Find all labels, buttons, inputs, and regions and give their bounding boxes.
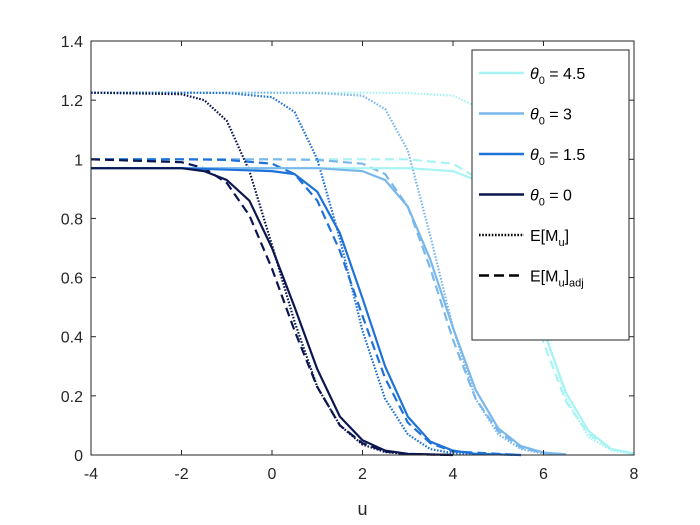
y-tick-label: 0.8 [61, 211, 83, 228]
series-line-theta-0-solid [91, 167, 454, 457]
legend-theta-symbol: θ [530, 107, 539, 124]
x-tick-label: 4 [449, 466, 458, 483]
y-tick-label: 0.4 [61, 330, 83, 347]
y-tick-label: 0.2 [61, 389, 83, 406]
x-tick-label: -2 [174, 466, 188, 483]
x-axis-ticks: -4 -2 0 2 4 6 8 [84, 41, 639, 483]
legend-theta-value: = 3 [545, 107, 572, 124]
y-tick-label: 0.6 [61, 271, 83, 288]
legend-theta-sub: 0 [539, 116, 545, 128]
legend-expectation-label: E[M [530, 269, 558, 286]
legend-label-4: E[Mu] [530, 228, 569, 249]
legend-theta-symbol: θ [530, 147, 539, 164]
legend-label-1: θ0 = 3 [530, 107, 572, 128]
legend-theta-sub: 0 [539, 197, 545, 209]
series-layer [90, 91, 635, 457]
legend: θ0 = 4.5θ0 = 3θ0 = 1.5θ0 = 0E[Mu]E[Mu]ad… [471, 49, 630, 341]
legend-adjusted-sub: adj [569, 278, 584, 290]
legend-label-3: θ0 = 0 [530, 188, 572, 209]
legend-expectation-sub: u [558, 237, 564, 249]
series-line-theta-1_5-dotted [91, 91, 521, 457]
y-tick-label: 0 [74, 448, 83, 465]
y-axis-ticks: 0 0.2 0.4 0.6 0.8 1 1.2 1.4 [61, 34, 634, 465]
y-tick-label: 1.4 [61, 34, 83, 51]
legend-label-0: θ0 = 4.5 [530, 66, 585, 87]
legend-label-5: E[Mu]adj [530, 269, 584, 290]
legend-expectation-close: ] [565, 228, 569, 245]
x-tick-label: 8 [630, 466, 639, 483]
y-tick-label: 1 [74, 152, 83, 169]
legend-theta-value: = 4.5 [545, 66, 586, 83]
legend-expectation-close: ] [565, 269, 569, 286]
y-tick-label: 1.2 [61, 93, 83, 110]
legend-theta-symbol: θ [530, 66, 539, 83]
legend-theta-symbol: θ [530, 188, 539, 205]
legend-theta-value: = 1.5 [545, 147, 586, 164]
x-tick-label: 6 [539, 466, 548, 483]
series-line-theta-3-solid [91, 167, 567, 456]
legend-expectation-label: E[M [530, 228, 558, 245]
legend-label-2: θ0 = 1.5 [530, 147, 585, 168]
x-tick-label: -4 [84, 466, 98, 483]
x-tick-label: 0 [268, 466, 277, 483]
series-line-theta-3-dashed [91, 158, 567, 456]
x-tick-label: 2 [358, 466, 367, 483]
legend-theta-value: = 0 [545, 188, 572, 205]
x-axis-label: u [357, 499, 367, 519]
series-line-theta-1_5-dashed [91, 158, 521, 457]
legend-expectation-sub: u [558, 278, 564, 290]
legend-theta-sub: 0 [539, 156, 545, 168]
legend-theta-sub: 0 [539, 75, 545, 87]
